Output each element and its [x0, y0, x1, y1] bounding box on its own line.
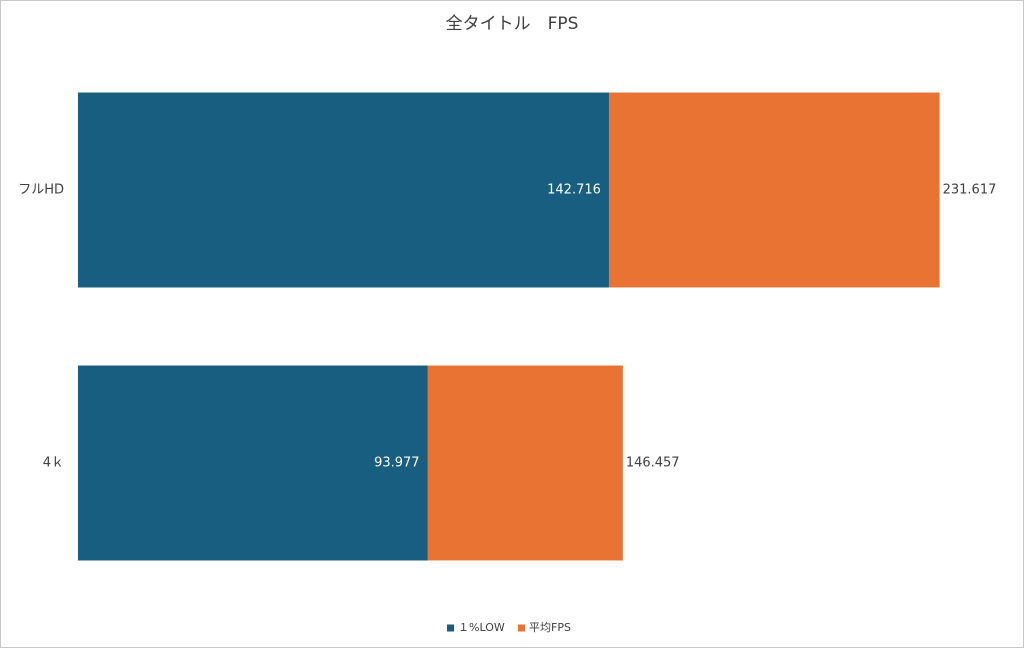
- bar: [78, 92, 609, 288]
- data-label: 93.977: [374, 456, 420, 471]
- chart-title: 全タイトル FPS: [446, 14, 579, 34]
- bar: [78, 365, 428, 561]
- legend-label: １%LOW: [458, 621, 505, 634]
- y-tick-label: フルHD: [18, 183, 64, 198]
- legend-swatch: [447, 624, 454, 632]
- legend-label: 平均FPS: [529, 621, 571, 634]
- data-label: 231.617: [943, 183, 997, 198]
- legend-swatch: [518, 624, 525, 632]
- data-label: 146.457: [626, 456, 680, 471]
- data-label: 142.716: [547, 183, 601, 198]
- y-tick-label: 4ｋ: [43, 456, 64, 471]
